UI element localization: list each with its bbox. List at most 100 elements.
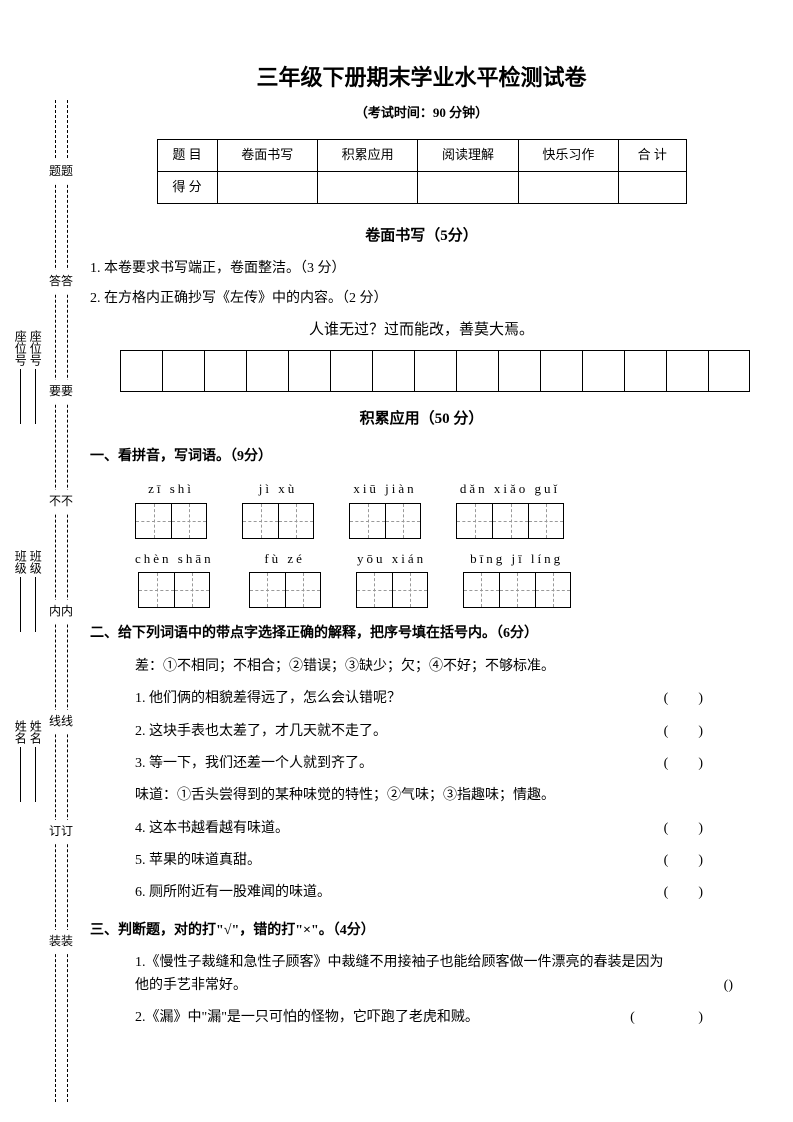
q2-item: 5. 苹果的味道真甜。 (): [90, 850, 753, 872]
q2-item: 1. 他们俩的相貌差得远了，怎么会认错呢？ (): [90, 688, 753, 710]
header-cell: 卷面书写: [217, 139, 317, 171]
pinyin-group: xiū jiàn: [349, 479, 421, 539]
answer-grid[interactable]: [242, 503, 314, 539]
marker-zhuang: 装: [49, 930, 61, 953]
marker2-yao: 要: [61, 380, 73, 403]
q2-item: 4. 这本书越看越有味道。 (): [90, 818, 753, 840]
pinyin-label: fù zé: [264, 549, 305, 570]
q2-item: 2. 这块手表也太差了，才几天就不走了。 (): [90, 721, 753, 743]
q2-item: 3. 等一下，我们还差一个人就到齐了。 (): [90, 753, 753, 775]
header-cell: 合 计: [619, 139, 686, 171]
answer-grid[interactable]: [356, 572, 428, 608]
answer-grid[interactable]: [456, 503, 564, 539]
answer-grid[interactable]: [249, 572, 321, 608]
q3-text-a: 1.《慢性子裁缝和急性子顾客》中裁缝不用接袖子也能给顾客做一件漂亮的春装是因为: [135, 952, 733, 974]
q3-text-b: 他的手艺非常好。: [135, 975, 247, 997]
answer-grid[interactable]: [138, 572, 210, 608]
score-cell[interactable]: [619, 171, 686, 203]
marker2-da: 答: [61, 270, 73, 293]
q3-text: 2.《漏》中"漏"是一只可怕的怪物，它吓跑了老虎和贼。: [135, 1007, 479, 1029]
writing-item-2: 2. 在方格内正确抄写《左传》中的内容。（2 分）: [90, 288, 753, 310]
header-cell: 积累应用: [317, 139, 417, 171]
answer-paren[interactable]: (): [664, 688, 733, 710]
pinyin-group: fù zé: [249, 549, 321, 609]
pinyin-label: yōu xián: [357, 549, 426, 570]
pinyin-label: dǎn xiǎo guǐ: [460, 479, 560, 500]
pinyin-group: dǎn xiǎo guǐ: [456, 479, 564, 539]
q2-heading: 二、给下列词语中的带点字选择正确的解释，把序号填在括号内。（6分）: [90, 623, 753, 645]
marker2-zhuang: 装: [61, 930, 73, 953]
table-row: 题 目 卷面书写 积累应用 阅读理解 快乐习作 合 计: [157, 139, 686, 171]
score-cell[interactable]: [317, 171, 417, 203]
marker-ti: 题: [49, 160, 61, 183]
header-cell: 阅读理解: [418, 139, 518, 171]
q2-text: 1. 他们俩的相貌差得远了，怎么会认错呢？: [135, 688, 401, 710]
marker2-ding: 订: [61, 820, 73, 843]
page-content: 三年级下册期末学业水平检测试卷 （考试时间：90 分钟） 题 目 卷面书写 积累…: [0, 0, 793, 1079]
q2-def2: 味道：①舌头尝得到的某种味觉的特性；②气味；③指趣味；情趣。: [90, 785, 753, 807]
marker-da: 答: [49, 270, 61, 293]
answer-grid[interactable]: [463, 572, 571, 608]
answer-paren[interactable]: ( ): [630, 1007, 733, 1029]
answer-paren[interactable]: (): [664, 818, 733, 840]
field-seat-2: 座位号: [25, 330, 44, 427]
pinyin-label: xiū jiàn: [353, 479, 416, 500]
pinyin-group: jì xù: [242, 479, 314, 539]
answer-paren[interactable]: (): [724, 975, 733, 997]
marker2-nei: 内: [61, 600, 73, 623]
pinyin-label: jì xù: [259, 479, 297, 500]
pinyin-group: yōu xián: [356, 549, 428, 609]
field-class-2: 班级: [25, 550, 44, 635]
marker2-bu: 不: [61, 490, 73, 513]
answer-grid[interactable]: [349, 503, 421, 539]
marker-xian: 线: [49, 710, 61, 733]
quote-text: 人谁无过？过而能改，善莫大焉。: [90, 318, 753, 342]
q2-text: 6. 厕所附近有一股难闻的味道。: [135, 882, 331, 904]
score-label: 得 分: [157, 171, 217, 203]
writing-item-1: 1. 本卷要求书写端正，卷面整洁。（3 分）: [90, 258, 753, 280]
q3-item-2: 2.《漏》中"漏"是一只可怕的怪物，它吓跑了老虎和贼。 ( ): [90, 1007, 753, 1029]
marker-nei: 内: [49, 600, 61, 623]
score-cell[interactable]: [217, 171, 317, 203]
field-name-2: 姓名: [25, 720, 44, 805]
answer-paren[interactable]: (): [664, 882, 733, 904]
table-row: 得 分: [157, 171, 686, 203]
exam-time: （考试时间：90 分钟）: [90, 103, 753, 124]
answer-paren[interactable]: (): [664, 850, 733, 872]
q2-text: 5. 苹果的味道真甜。: [135, 850, 261, 872]
pinyin-label: zī shì: [148, 479, 194, 500]
binding-margin: 题 答 要 不 内 线 订 装 题 答 要 不 内 线 订 装 姓名 姓名 班级…: [15, 100, 75, 1102]
q2-item: 6. 厕所附近有一股难闻的味道。 (): [90, 882, 753, 904]
q2-text: 4. 这本书越看越有味道。: [135, 818, 289, 840]
marker2-ti: 题: [61, 160, 73, 183]
pinyin-group: zī shì: [135, 479, 207, 539]
answer-paren[interactable]: (): [664, 753, 733, 775]
marker-yao: 要: [49, 380, 61, 403]
section-header-writing: 卷面书写（5分）: [90, 224, 753, 248]
q1-heading: 一、看拼音，写词语。（9分）: [90, 446, 753, 468]
page-title: 三年级下册期末学业水平检测试卷: [90, 60, 753, 95]
marker-ding: 订: [49, 820, 61, 843]
marker-bu: 不: [49, 490, 61, 513]
answer-grid[interactable]: [135, 503, 207, 539]
pinyin-label: bīng jī líng: [470, 549, 563, 570]
copy-grid[interactable]: [120, 350, 753, 392]
header-cell: 题 目: [157, 139, 217, 171]
score-cell[interactable]: [518, 171, 618, 203]
pinyin-row-1: zī shì jì xù xiū jiàn dǎn xiǎo guǐ: [135, 479, 753, 539]
score-table: 题 目 卷面书写 积累应用 阅读理解 快乐习作 合 计 得 分: [157, 139, 687, 204]
pinyin-row-2: chèn shān fù zé yōu xián bīng jī líng: [135, 549, 753, 609]
section-header-accumulate: 积累应用（50 分）: [90, 407, 753, 431]
pinyin-label: chèn shān: [135, 549, 214, 570]
pinyin-group: bīng jī líng: [463, 549, 571, 609]
answer-paren[interactable]: (): [664, 721, 733, 743]
score-cell[interactable]: [418, 171, 518, 203]
q3-heading: 三、判断题，对的打"√"，错的打"×"。（4分）: [90, 920, 753, 942]
q3-item-1: 1.《慢性子裁缝和急性子顾客》中裁缝不用接袖子也能给顾客做一件漂亮的春装是因为 …: [90, 952, 753, 997]
marker2-xian: 线: [61, 710, 73, 733]
q2-text: 2. 这块手表也太差了，才几天就不走了。: [135, 721, 387, 743]
q2-def1: 差：①不相同；不相合；②错误；③缺少；欠；④不好；不够标准。: [90, 656, 753, 678]
pinyin-group: chèn shān: [135, 549, 214, 609]
q2-text: 3. 等一下，我们还差一个人就到齐了。: [135, 753, 373, 775]
header-cell: 快乐习作: [518, 139, 618, 171]
